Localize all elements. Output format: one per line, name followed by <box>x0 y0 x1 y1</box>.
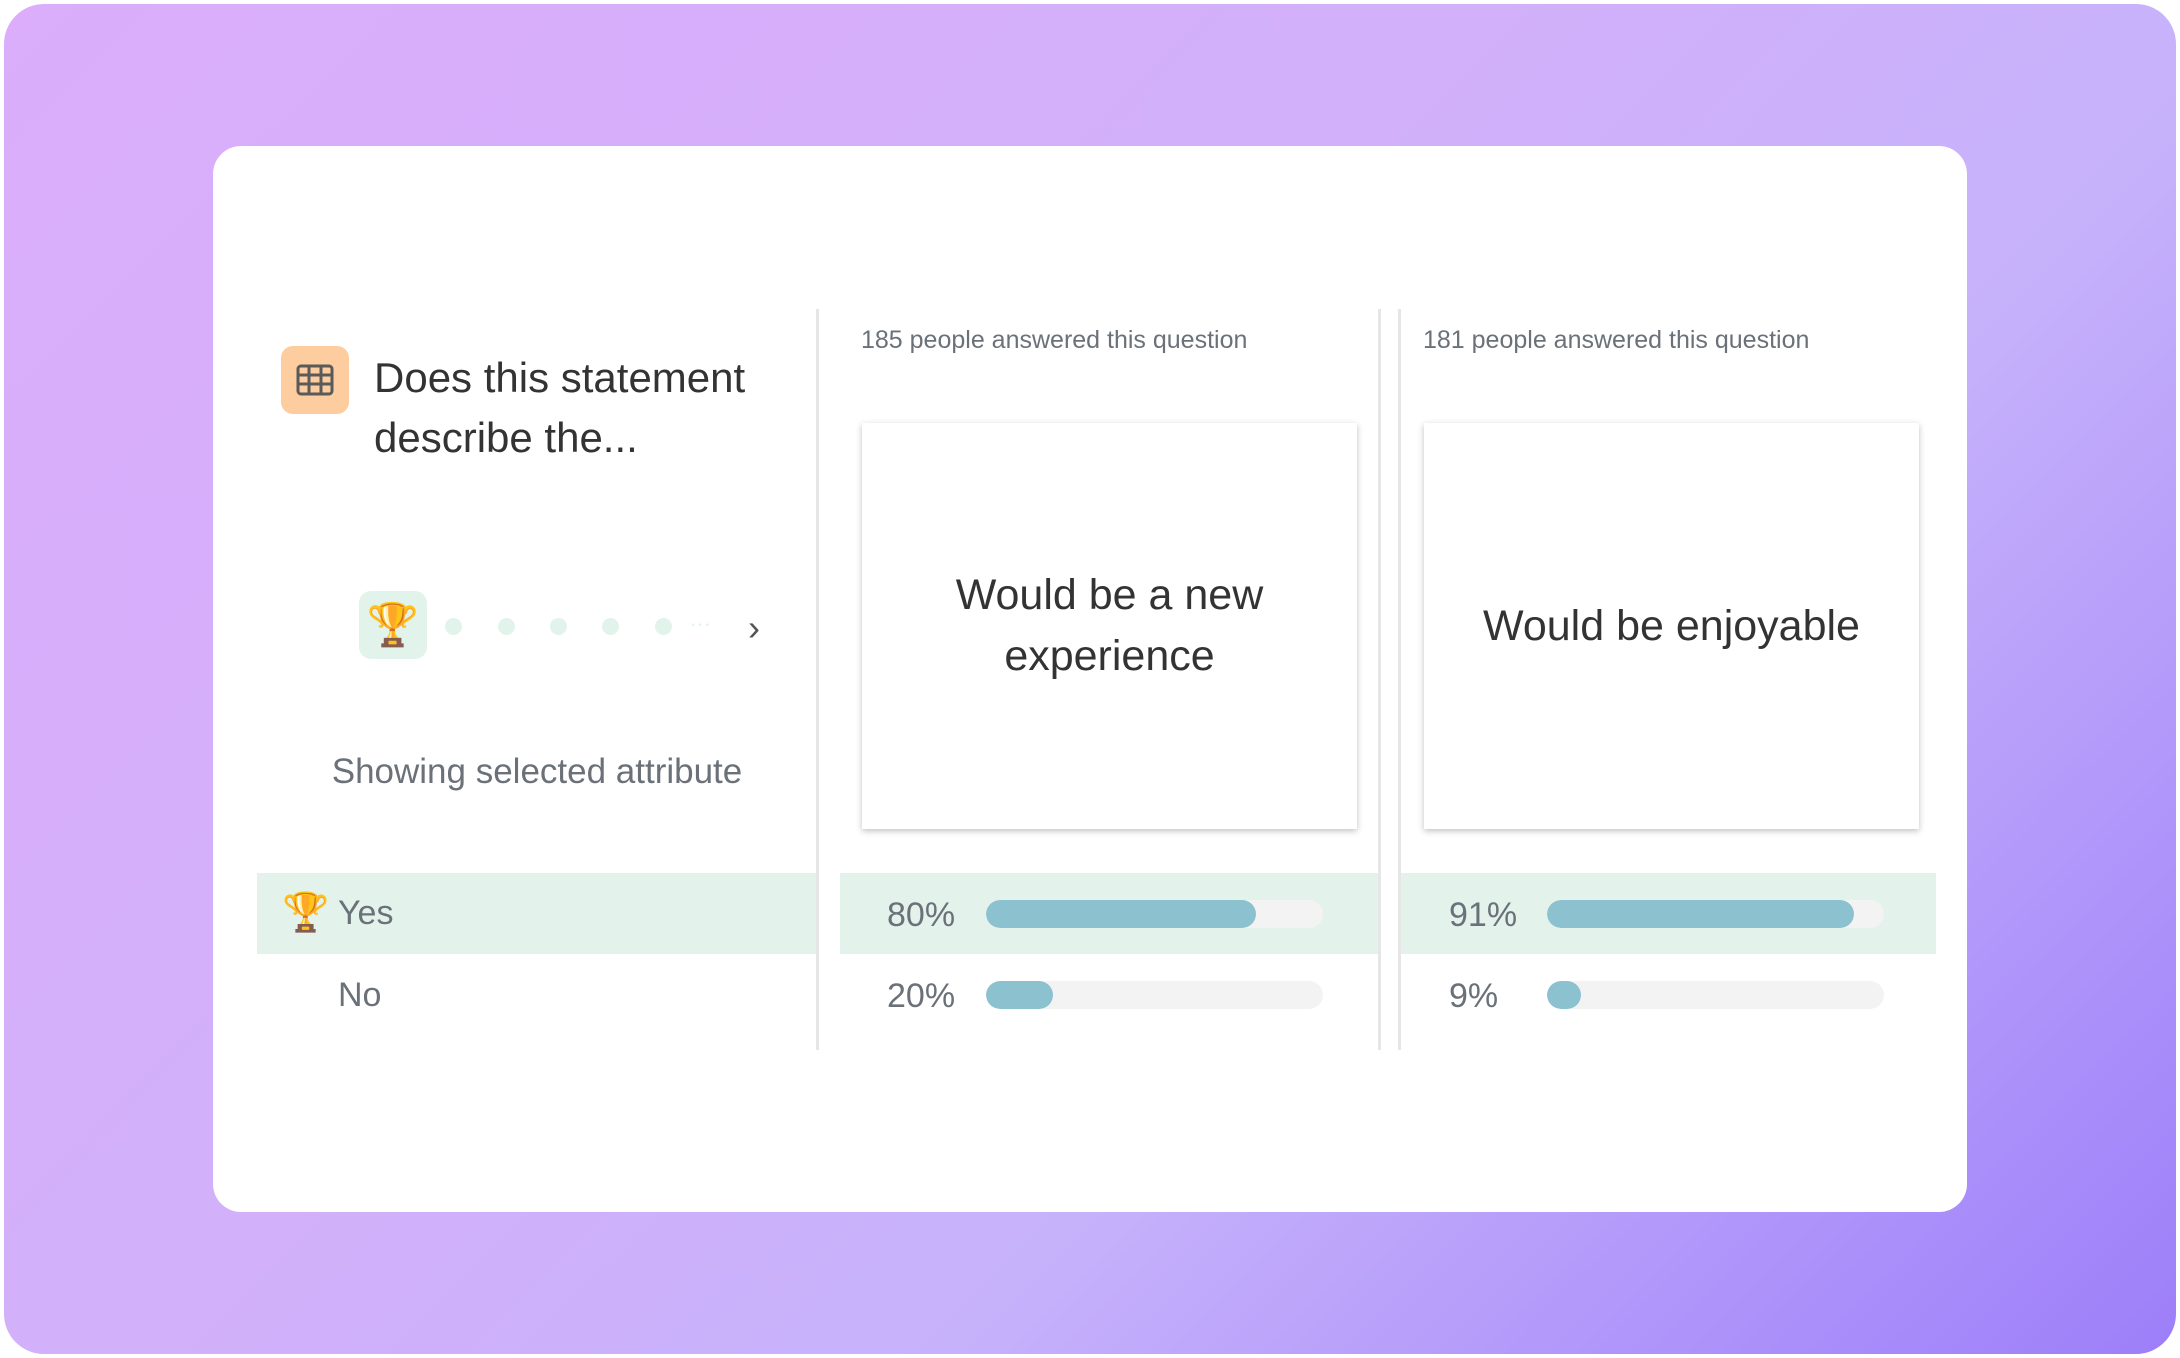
percent-label: 9% <box>1449 977 1499 1015</box>
attribute-dot[interactable] <box>602 618 619 635</box>
progress-bar <box>986 900 1323 928</box>
attribute-dot[interactable] <box>655 618 672 635</box>
progress-bar <box>986 981 1323 1009</box>
column-divider <box>1378 309 1381 1050</box>
table-grid-icon <box>281 346 349 414</box>
percent-label: 80% <box>887 896 956 934</box>
column-divider <box>1398 309 1401 1050</box>
statement-card: Would be a new experience <box>862 423 1357 829</box>
selected-row-highlight <box>257 873 817 954</box>
statement-card: Would be enjoyable <box>1424 423 1919 829</box>
showing-label: Showing selected attribute <box>331 752 743 791</box>
progress-fill <box>986 981 1054 1009</box>
trophy-icon: 🏆 <box>282 892 330 934</box>
progress-fill <box>986 900 1256 928</box>
trophy-emoji: 🏆 <box>366 600 420 648</box>
answered-count: 185 people answered this question <box>861 326 1248 354</box>
progress-fill <box>1547 981 1581 1009</box>
column-divider <box>816 309 819 1050</box>
percent-label: 91% <box>1449 896 1518 934</box>
chevron-right-icon[interactable]: › <box>748 607 760 648</box>
progress-fill <box>1547 900 1854 928</box>
answered-count: 181 people answered this question <box>1423 326 1810 354</box>
progress-bar <box>1547 900 1884 928</box>
answer-label-yes: Yes <box>338 894 394 932</box>
attribute-dot[interactable] <box>550 618 567 635</box>
question-title: Does this statement describe the... <box>374 354 746 461</box>
answer-label-no: No <box>338 976 382 1014</box>
percent-label: 20% <box>887 977 956 1015</box>
trophy-icon[interactable]: 🏆 <box>359 591 427 659</box>
more-attributes-ellipsis: ... <box>690 606 712 631</box>
attribute-dot[interactable] <box>498 618 515 635</box>
attribute-dot[interactable] <box>445 618 462 635</box>
progress-bar <box>1547 981 1884 1009</box>
